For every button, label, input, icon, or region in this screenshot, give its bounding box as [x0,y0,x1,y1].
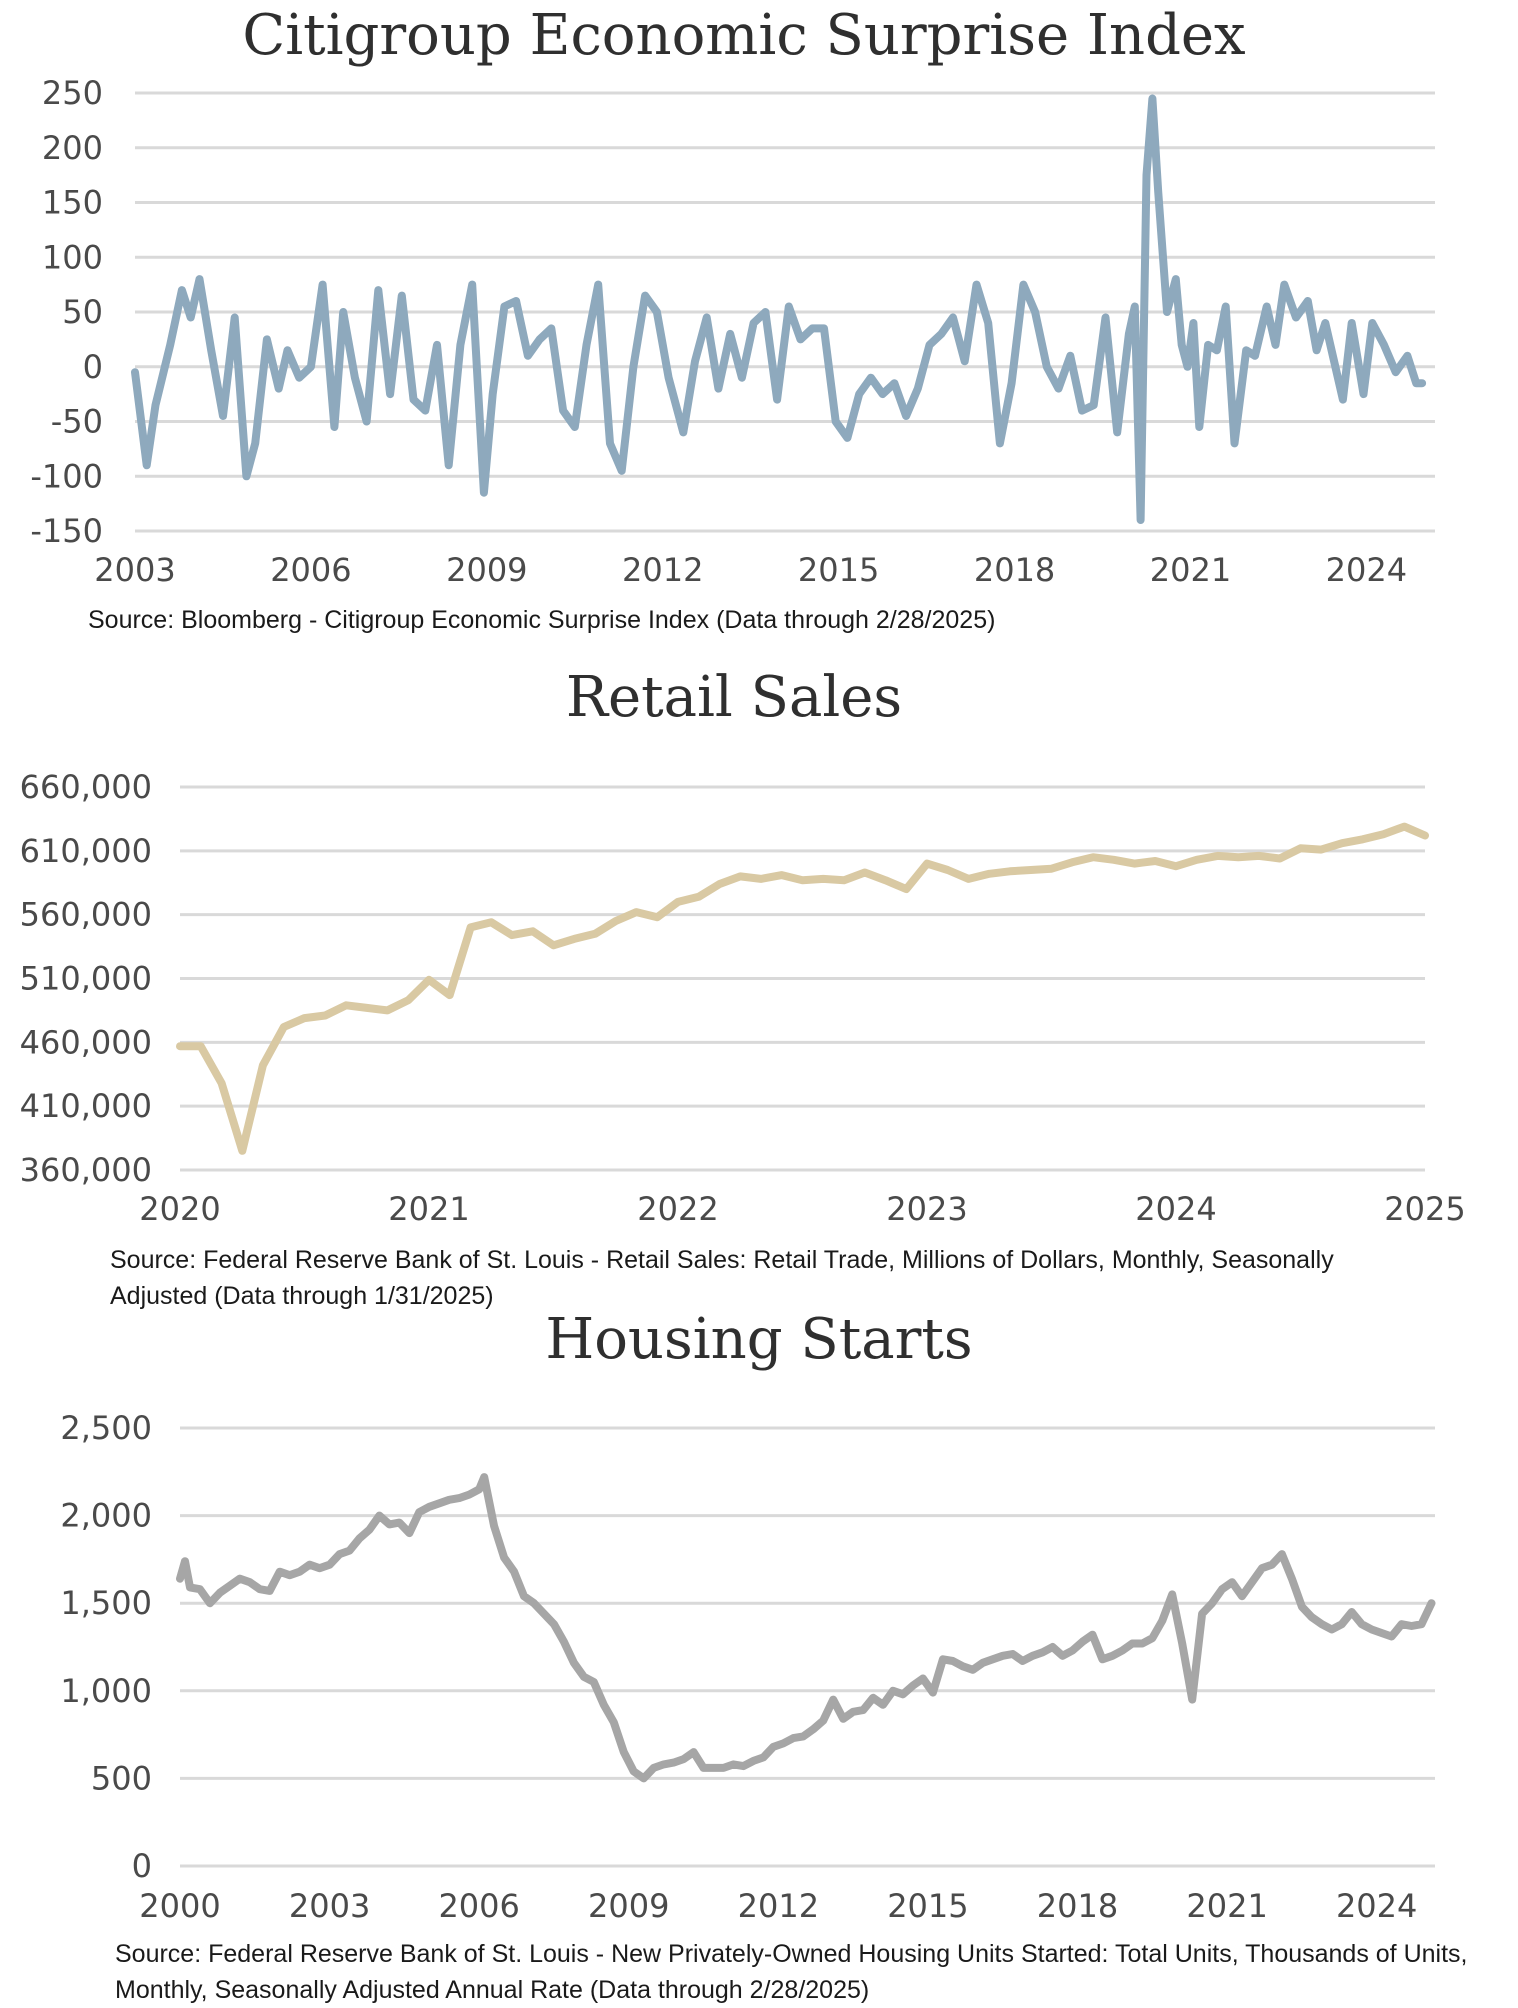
housing-y-tick-label: 2,500 [60,1409,152,1447]
housing-y-tick-label: 0 [132,1847,152,1885]
housing-x-tick-label: 2012 [738,1887,819,1925]
housing-gridlines [180,1428,1435,1866]
housing-x-tick-label: 2018 [1037,1887,1118,1925]
housing-x-tick-label: 2009 [588,1887,669,1925]
housing-x-tick-label: 2006 [438,1887,519,1925]
housing-y-tick-label: 1,000 [60,1672,152,1710]
housing-source: Source: Federal Reserve Bank of St. Loui… [115,1936,1515,2008]
housing-series-line [180,1477,1432,1778]
housing-chart: 0 500 1,000 1,500 2,000 2,500 2000 2003 2006 2009… [0,0,1518,1940]
housing-x-tick-label: 2024 [1336,1887,1417,1925]
housing-y-tick-label: 2,000 [60,1497,152,1535]
housing-y-tick-label: 500 [91,1759,152,1797]
housing-y-tick-label: 1,500 [60,1584,152,1622]
housing-x-tick-label: 2021 [1186,1887,1267,1925]
housing-x-tick-label: 2000 [139,1887,220,1925]
housing-x-tick-label: 2015 [887,1887,968,1925]
housing-x-tick-label: 2003 [289,1887,370,1925]
